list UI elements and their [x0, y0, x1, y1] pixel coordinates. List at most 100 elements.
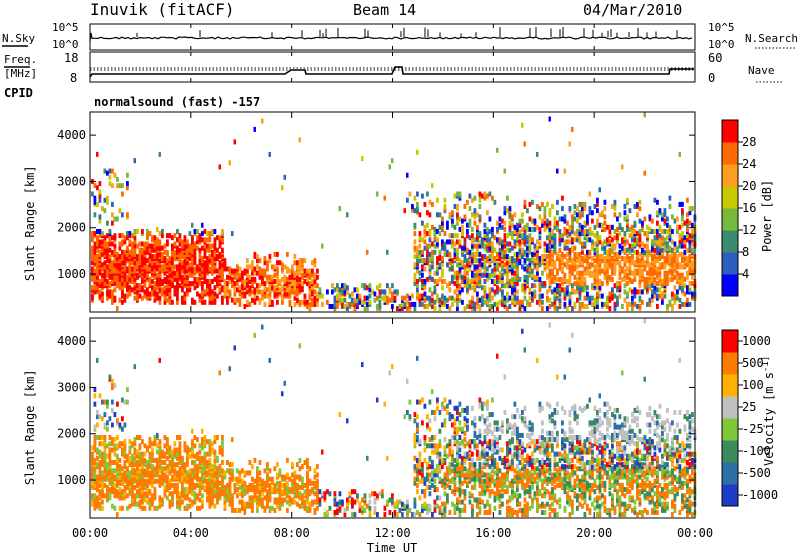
power-cell	[143, 293, 147, 299]
velocity-cell	[106, 484, 109, 490]
velocity-cell	[273, 507, 277, 513]
velocity-cell	[156, 457, 159, 463]
power-cell	[616, 285, 619, 291]
power-cell	[146, 241, 149, 247]
velocity-cell	[166, 441, 169, 447]
power-cell	[418, 270, 422, 276]
velocity-cell	[123, 422, 127, 428]
velocity-cell	[166, 464, 169, 470]
power-cell	[116, 264, 119, 270]
velocity-cell	[183, 466, 187, 472]
power-cell	[421, 249, 424, 255]
velocity-cell	[286, 484, 289, 490]
power-cell	[453, 203, 457, 209]
velocity-cell	[228, 487, 232, 493]
power-cell	[368, 299, 372, 305]
power-cell	[93, 199, 97, 205]
power-cell	[691, 206, 694, 212]
power-cell	[608, 239, 612, 245]
power-cell	[168, 233, 172, 239]
power-cell	[136, 283, 139, 289]
power-cell	[126, 245, 129, 251]
power-cell	[258, 283, 262, 289]
power-cell	[251, 289, 254, 295]
power-cell	[266, 266, 269, 272]
power-cell	[506, 247, 509, 253]
power-cell	[533, 293, 537, 299]
power-cell	[171, 281, 174, 287]
power-cell	[221, 237, 224, 243]
power-cell	[626, 291, 629, 297]
velocity-cell	[213, 457, 217, 463]
velocity-cell	[106, 403, 109, 409]
power-cell	[106, 241, 109, 247]
power-cell	[666, 303, 669, 309]
power-cell	[621, 303, 624, 309]
velocity-cell	[266, 462, 269, 468]
power-cell	[503, 220, 507, 226]
velocity-cell	[121, 466, 124, 472]
velocity-cell	[128, 449, 132, 455]
freq-label-1: Freq.	[4, 53, 37, 66]
power-cell	[618, 281, 622, 287]
power-cell	[678, 251, 682, 257]
power-cell	[521, 253, 524, 259]
power-cell	[686, 285, 689, 291]
velocity-cell	[308, 505, 312, 511]
velocity-cell	[171, 449, 174, 455]
velocity-cell	[141, 505, 144, 511]
power-cell	[426, 276, 429, 282]
velocity-cell	[141, 493, 144, 499]
power-cell	[303, 278, 307, 284]
power-cell	[166, 233, 169, 239]
power-cell	[118, 245, 122, 251]
velocity-cell	[203, 455, 207, 461]
power-cell	[288, 299, 292, 305]
power-cell	[466, 258, 469, 264]
velocity-cell	[133, 476, 137, 482]
power-cell	[588, 191, 591, 197]
power-cell	[423, 239, 427, 245]
velocity-cell	[286, 480, 289, 486]
power-cell	[181, 260, 184, 266]
power-cell	[613, 251, 617, 257]
power-cell	[551, 203, 554, 209]
velocity-cell	[93, 434, 97, 440]
power-cell	[496, 147, 499, 153]
power-cell	[528, 237, 532, 243]
power-cell	[591, 218, 594, 224]
velocity-cell	[188, 476, 192, 482]
power-cell	[568, 206, 572, 212]
power-cell	[261, 289, 264, 295]
power-cell	[633, 203, 637, 209]
velocity-cell	[91, 493, 94, 499]
velocity-cell	[201, 455, 204, 461]
power-cell	[173, 256, 177, 262]
power-cell	[476, 299, 479, 305]
power-cell	[153, 239, 157, 245]
freq-label-2: [MHz]	[4, 67, 37, 80]
power-cell	[493, 278, 497, 284]
velocity-cell	[283, 482, 287, 488]
power-cell	[346, 306, 349, 312]
power-cell	[626, 301, 629, 307]
velocity-cell	[158, 457, 162, 463]
power-cell	[688, 239, 692, 245]
power-cell	[161, 291, 164, 297]
power-colorbar-swatch	[722, 164, 738, 187]
power-cell	[578, 274, 582, 280]
velocity-cell	[158, 503, 162, 509]
power-cell	[668, 203, 672, 209]
power-cell	[558, 289, 562, 295]
power-cell	[168, 278, 172, 284]
power-cell	[563, 226, 567, 232]
power-cell	[613, 235, 617, 241]
power-cell	[126, 231, 129, 237]
velocity-cell	[98, 441, 102, 447]
power-cell	[653, 289, 657, 295]
velocity-cell	[123, 459, 127, 465]
power-cell	[178, 233, 182, 239]
power-cell	[591, 270, 594, 276]
power-cell	[683, 249, 687, 255]
power-cell	[438, 231, 442, 237]
